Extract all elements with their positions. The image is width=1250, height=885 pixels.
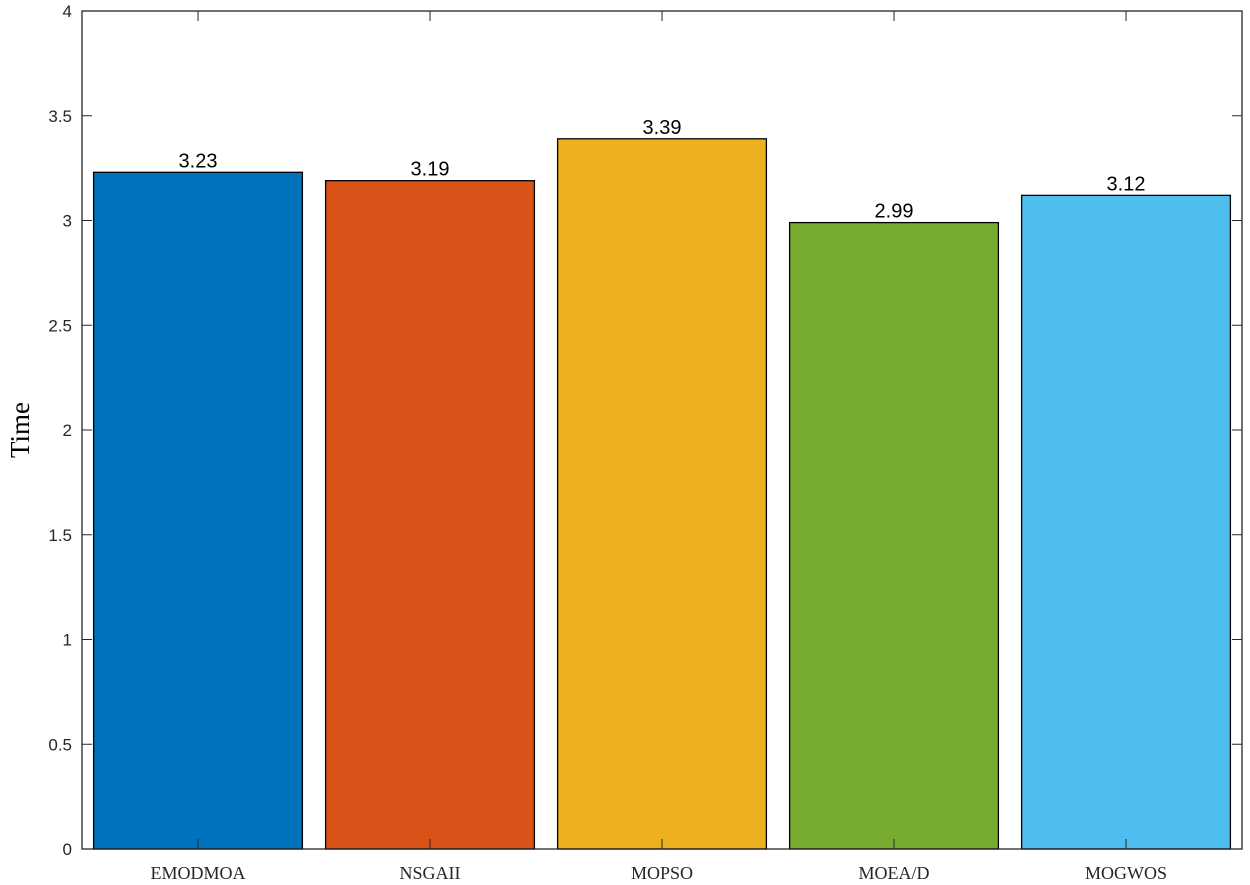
data-label: 2.99 bbox=[875, 201, 914, 223]
x-axis-ticks: EMODMOA NSGAII MOPSO MOEA/D MOGWOS bbox=[150, 11, 1167, 883]
y-tick-label: 3 bbox=[63, 212, 72, 231]
y-tick-label: 2.5 bbox=[48, 316, 72, 335]
y-tick-label: 0.5 bbox=[48, 735, 72, 754]
data-label: 3.23 bbox=[179, 150, 218, 172]
y-tick-label: 0 bbox=[63, 840, 72, 859]
y-axis-title: Time bbox=[5, 402, 35, 458]
y-tick-label: 4 bbox=[63, 2, 72, 21]
plot-frame bbox=[81, 10, 1243, 850]
bar-mogwos bbox=[1020, 194, 1232, 850]
y-tick-label: 3.5 bbox=[48, 107, 72, 126]
bars: 3.23 3.19 3.39 2.99 3.12 bbox=[92, 117, 1232, 850]
y-tick-label: 2 bbox=[63, 421, 72, 440]
y-tick-label: 1 bbox=[63, 631, 72, 650]
y-tick-label: 1.5 bbox=[48, 526, 72, 545]
x-tick-label: EMODMOA bbox=[150, 863, 245, 883]
x-tick-label: MOPSO bbox=[631, 863, 693, 883]
x-tick-label: NSGAII bbox=[400, 863, 461, 883]
bar-mopso bbox=[556, 138, 768, 850]
x-tick-label: MOEA/D bbox=[859, 863, 930, 883]
data-label: 3.39 bbox=[643, 117, 682, 139]
bar-emodmoa bbox=[92, 171, 304, 850]
data-label: 3.19 bbox=[411, 159, 450, 181]
bar-nsgaii bbox=[324, 180, 536, 850]
bar-moea-d bbox=[788, 221, 1000, 850]
x-tick-label: MOGWOS bbox=[1085, 863, 1167, 883]
y-axis-ticks: 0 0.5 1 1.5 2 2.5 3 3.5 4 bbox=[48, 2, 1242, 859]
data-label: 3.12 bbox=[1107, 173, 1146, 195]
